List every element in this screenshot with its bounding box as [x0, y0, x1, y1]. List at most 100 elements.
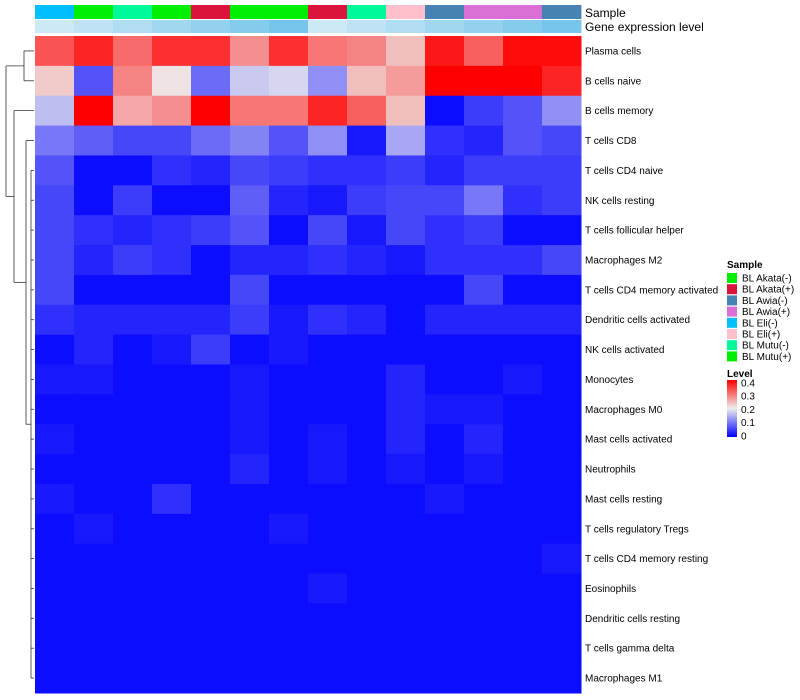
heatmap-cell [347, 36, 387, 67]
heatmap-cell [230, 95, 270, 127]
heatmap-cell [230, 424, 270, 455]
heatmap-cell [464, 364, 504, 395]
heatmap-cell [386, 125, 426, 156]
expression-annotation-cell [230, 20, 270, 33]
heatmap-cells [35, 36, 582, 694]
heatmap-cell [503, 364, 543, 395]
heatmap-cell [113, 245, 153, 276]
row-label: Mast cells resting [585, 494, 662, 505]
heatmap-cell [191, 274, 231, 306]
heatmap-cell [269, 334, 309, 365]
heatmap-cell [74, 543, 114, 575]
heatmap-cell [464, 663, 504, 694]
heatmap-cell [386, 304, 426, 336]
heatmap-cell [230, 185, 270, 216]
heatmap-cell [35, 155, 75, 186]
heatmap-cell [35, 633, 75, 664]
heatmap-cell [113, 573, 153, 604]
heatmap-cell [425, 663, 465, 694]
heatmap-cell [308, 245, 348, 276]
heatmap-cell [35, 304, 75, 336]
row-label: T cells regulatory Tregs [585, 524, 689, 535]
sample-annotation-cell [113, 5, 153, 19]
annotation-labels: Sample Gene expression level [585, 6, 704, 34]
heatmap-cell [464, 274, 504, 306]
sample-annotation-cell [347, 5, 387, 19]
heatmap-cell [386, 334, 426, 365]
heatmap-cell [230, 543, 270, 575]
expression-annotation-cell [113, 20, 153, 33]
heatmap-cell [347, 245, 387, 276]
heatmap-cell [308, 513, 348, 545]
heatmap-cell [386, 543, 426, 575]
heatmap-cell [191, 334, 231, 365]
heatmap-cell [308, 663, 348, 694]
heatmap-cell [35, 274, 75, 306]
heatmap-cell [347, 155, 387, 186]
heatmap-cell [425, 513, 465, 545]
heatmap-cell [74, 633, 114, 664]
heatmap-cell [425, 603, 465, 634]
heatmap-cell [503, 394, 543, 425]
heatmap-cell [464, 36, 504, 67]
heatmap-cell [425, 36, 465, 67]
heatmap-cell [464, 125, 504, 156]
heatmap-cell [152, 394, 192, 425]
heatmap-cell [113, 394, 153, 425]
heatmap-cell [503, 573, 543, 604]
heatmap-cell [386, 274, 426, 306]
row-label: Mast cells activated [585, 435, 672, 446]
heatmap-cell [503, 513, 543, 545]
legend-swatch [727, 351, 737, 362]
heatmap-cell [308, 394, 348, 425]
heatmap-cell [152, 304, 192, 336]
heatmap-cell [269, 245, 309, 276]
heatmap-cell [464, 304, 504, 336]
heatmap-cell [269, 633, 309, 664]
heatmap-cell [74, 663, 114, 694]
row-label: Macrophages M0 [585, 405, 663, 416]
heatmap-cell [347, 334, 387, 365]
heatmap-cell [191, 454, 231, 485]
heatmap-cell [308, 633, 348, 664]
heatmap-cell [425, 483, 465, 515]
heatmap-cell [464, 543, 504, 575]
heatmap-cell [386, 663, 426, 694]
sample-annotation-cell [152, 5, 192, 19]
heatmap-cell [347, 483, 387, 515]
heatmap-cell [503, 603, 543, 634]
heatmap-cell [74, 36, 114, 67]
heatmap-cell [269, 155, 309, 186]
heatmap-cell [74, 245, 114, 276]
heatmap-cell [74, 155, 114, 186]
heatmap-cell [35, 125, 75, 156]
heatmap-cell [425, 245, 465, 276]
heatmap-cell [542, 155, 582, 186]
heatmap-cell [74, 573, 114, 604]
heatmap-cell [308, 454, 348, 485]
heatmap-cell [269, 364, 309, 395]
heatmap-cell [503, 633, 543, 664]
legend-swatch [727, 284, 737, 295]
heatmap-cell [542, 334, 582, 365]
legend-sample-label: BL Akata(+) [742, 285, 794, 296]
heatmap-cell [425, 185, 465, 216]
heatmap-cell [425, 424, 465, 455]
heatmap-cell [386, 603, 426, 634]
heatmap-cell [347, 603, 387, 634]
heatmap-cell [503, 36, 543, 67]
heatmap-cell [113, 155, 153, 186]
heatmap-cell [503, 125, 543, 156]
heatmap-cell [542, 245, 582, 276]
heatmap-cell [191, 125, 231, 156]
heatmap-cell [386, 65, 426, 97]
heatmap-cell [191, 603, 231, 634]
heatmap-cell [503, 454, 543, 485]
heatmap-cell [152, 543, 192, 575]
heatmap-cell [35, 364, 75, 395]
heatmap-cell [152, 245, 192, 276]
row-labels: Plasma cells B cells naive B cells memory T… [585, 46, 718, 684]
level-tick-label: 0.3 [741, 392, 755, 403]
heatmap-cell [230, 245, 270, 276]
heatmap-cell [113, 513, 153, 545]
